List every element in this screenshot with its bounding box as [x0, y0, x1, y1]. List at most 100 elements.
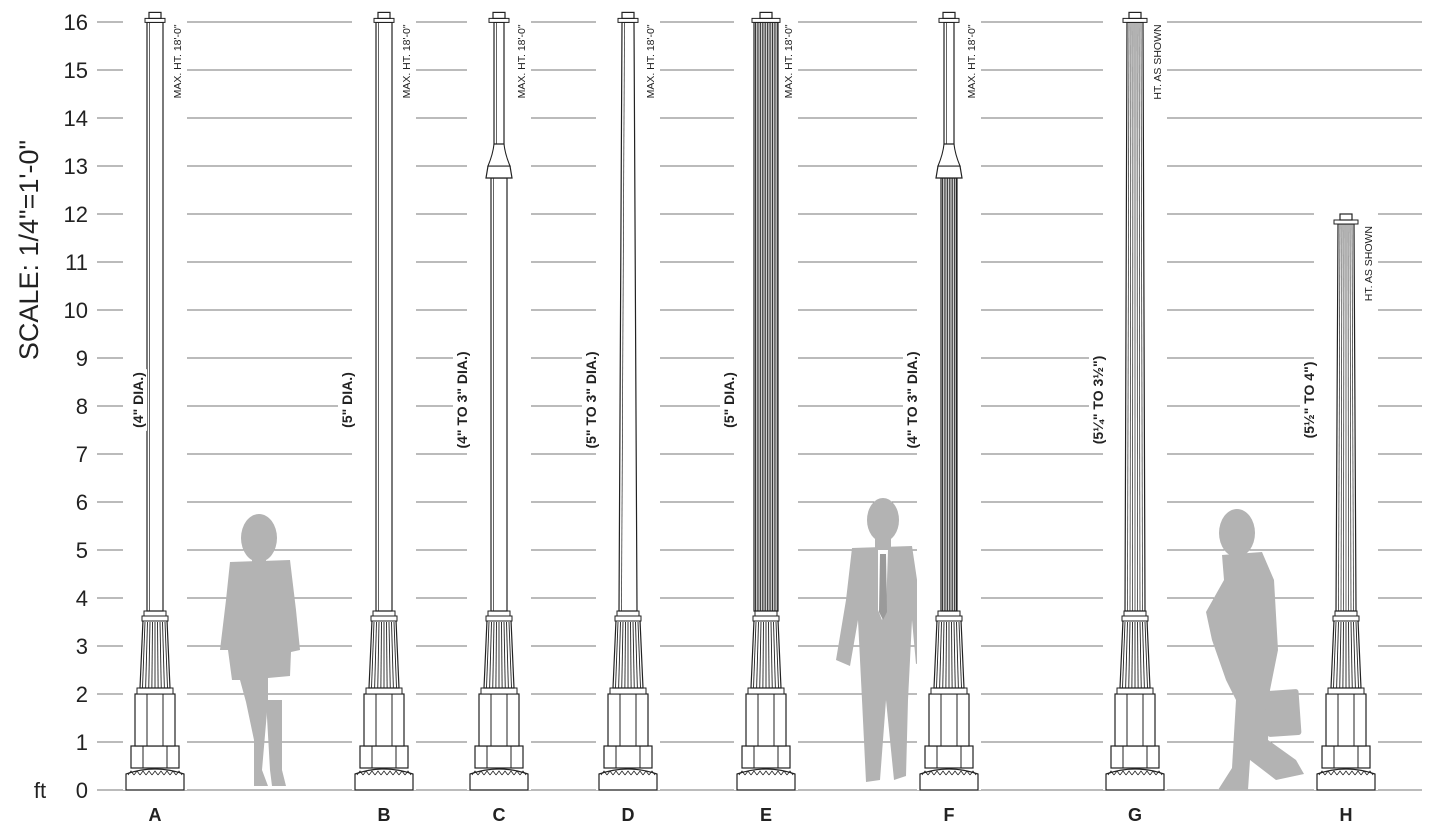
tick-label: 5: [76, 538, 88, 563]
post-diameter-label: (4" TO 3" DIA.): [454, 351, 470, 448]
post-diameter-label: (5½" TO 4"): [1301, 362, 1317, 439]
lamp-post-f: MAX. HT. 18'-0" (4" TO 3" DIA.) F: [903, 6, 981, 825]
base-block: [1110, 745, 1160, 769]
base-block: [130, 745, 180, 769]
base-plinth: [469, 768, 529, 791]
shaft-top-tenon: [1339, 213, 1353, 221]
base-column: [745, 693, 787, 747]
post-diameter-label: (4" TO 3" DIA.): [904, 351, 920, 448]
base-plinth: [598, 768, 658, 791]
base-plinth: [354, 768, 414, 791]
base-column: [478, 693, 520, 747]
lamp-post-e: MAX. HT. 18'-0" (5" DIA.) E: [720, 6, 798, 825]
shaft-cap-ring: [617, 17, 639, 23]
post-diameter-label: (5" DIA.): [721, 372, 737, 428]
tick-label: 9: [76, 346, 88, 371]
tick-label: 4: [76, 586, 88, 611]
shaft-cap-ring: [1122, 17, 1148, 23]
man-briefcase-silhouette: [1206, 509, 1304, 790]
shaft: [493, 21, 505, 145]
post-height-label: MAX. HT. 18'-0": [783, 24, 795, 98]
tick-label: 7: [76, 442, 88, 467]
tick-label: 12: [64, 202, 88, 227]
shaft: [943, 21, 955, 145]
shaft-top-tenon: [759, 11, 773, 19]
shaft-cap-ring: [1333, 219, 1359, 225]
post-height-label: HT. AS SHOWN: [1363, 226, 1375, 301]
post-diameter-label: (5" TO 3" DIA.): [583, 351, 599, 448]
post-letter-label: F: [944, 805, 955, 825]
post-diameter-label: (5" DIA.): [339, 372, 355, 428]
base-column: [134, 693, 176, 747]
base-block: [924, 745, 974, 769]
post-height-label: MAX. HT. 18'-0": [516, 24, 528, 98]
post-letter-label: H: [1340, 805, 1353, 825]
post-height-label: HT. AS SHOWN: [1152, 24, 1164, 99]
lamp-post-b: MAX. HT. 18'-0" (5" DIA.) B: [338, 6, 416, 825]
base-column: [1114, 693, 1156, 747]
shaft-cap-ring: [373, 17, 395, 23]
tick-label: 8: [76, 394, 88, 419]
shaft-collar: [935, 165, 963, 179]
shaft-cap-ring: [144, 17, 166, 23]
shaft-top-tenon: [148, 11, 162, 19]
base-column: [607, 693, 649, 747]
tick-label: 13: [64, 154, 88, 179]
base-plinth: [1316, 768, 1376, 791]
tick-label: 15: [64, 58, 88, 83]
scale-label: SCALE: 1/4"=1'-0": [14, 140, 44, 360]
tick-label: 1: [76, 730, 88, 755]
post-height-label: MAX. HT. 18'-0": [401, 24, 413, 98]
shaft-top-tenon: [621, 11, 635, 19]
tick-label: 2: [76, 682, 88, 707]
shaft-cap-ring: [488, 17, 510, 23]
shaft-cap-ring: [938, 17, 960, 23]
base-block: [474, 745, 524, 769]
post-diameter-label: (4" DIA.): [130, 372, 146, 428]
tick-label: 0: [76, 778, 88, 803]
post-height-label: MAX. HT. 18'-0": [645, 24, 657, 98]
shaft-top-tenon: [492, 11, 506, 19]
lamp-post-h: HT. AS SHOWN (5½" TO 4") H: [1300, 208, 1378, 825]
base-block: [1321, 745, 1371, 769]
base-plinth: [1105, 768, 1165, 791]
lamp-post-g: HT. AS SHOWN (5¼" TO 3½") G: [1089, 6, 1167, 825]
shaft-top-tenon: [377, 11, 391, 19]
tick-label: 11: [65, 250, 88, 275]
post-letter-label: E: [760, 805, 772, 825]
post-diameter-label: (5¼" TO 3½"): [1090, 356, 1106, 445]
post-height-label: MAX. HT. 18'-0": [966, 24, 978, 98]
shaft-top-tenon: [942, 11, 956, 19]
post-letter-label: C: [493, 805, 506, 825]
base-block: [359, 745, 409, 769]
base-plinth: [125, 768, 185, 791]
post-letter-label: G: [1128, 805, 1142, 825]
base-column: [1325, 693, 1367, 747]
tick-label: 3: [76, 634, 88, 659]
woman-silhouette: [220, 514, 300, 786]
base-plinth: [919, 768, 979, 791]
shaft-collar: [485, 165, 513, 179]
lamp-post-a: MAX. HT. 18'-0" (4" DIA.) A: [123, 6, 187, 825]
base-block: [741, 745, 791, 769]
shaft-top-tenon: [1128, 11, 1142, 19]
post-height-label: MAX. HT. 18'-0": [172, 24, 184, 98]
tick-label: 6: [76, 490, 88, 515]
shaft-cap-ring: [751, 17, 781, 23]
lamp-post-d: MAX. HT. 18'-0" (5" TO 3" DIA.) D: [582, 6, 660, 825]
man-suit-silhouette: [836, 498, 930, 782]
lamp-post-c: MAX. HT. 18'-0" (4" TO 3" DIA.) C: [453, 6, 531, 825]
post-letter-label: D: [622, 805, 635, 825]
tick-label: 10: [64, 298, 88, 323]
base-block: [603, 745, 653, 769]
post-letter-label: A: [149, 805, 162, 825]
base-column: [363, 693, 405, 747]
base-plinth: [736, 768, 796, 791]
base-column: [928, 693, 970, 747]
post-letter-label: B: [378, 805, 391, 825]
tick-label: 14: [64, 106, 88, 131]
axis-unit-label: ft: [34, 778, 46, 803]
